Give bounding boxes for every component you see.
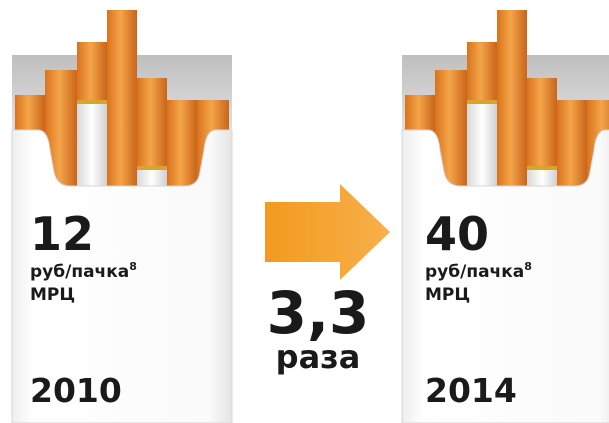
unit: руб/пачка8 [425, 260, 532, 282]
infographic: 12 руб/пачка8 МРЦ 2010 40 руб/пачка8 МРЦ… [0, 0, 609, 423]
ratio-word: раза [276, 338, 361, 376]
ratio: 3,3 [267, 279, 370, 347]
label: МРЦ [425, 285, 470, 305]
arrow [265, 184, 390, 280]
label: МРЦ [30, 285, 75, 305]
year: 2014 [425, 371, 517, 410]
unit: руб/пачка8 [30, 260, 137, 282]
year: 2010 [30, 371, 122, 410]
price: 40 [425, 207, 489, 261]
price: 12 [30, 207, 94, 261]
